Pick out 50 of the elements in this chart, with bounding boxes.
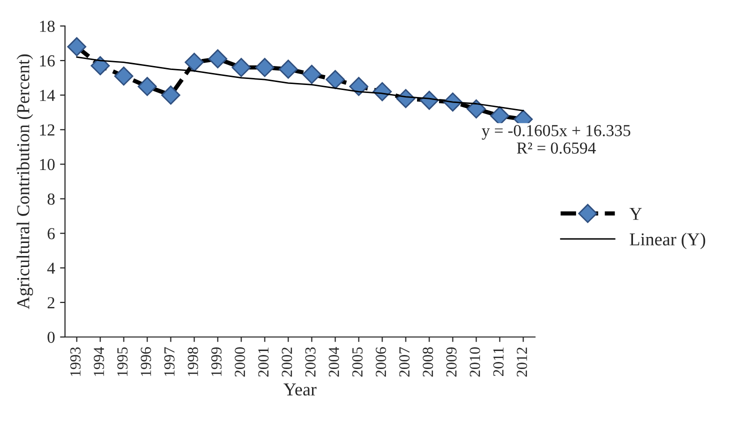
- x-tick-label: 1994: [94, 346, 104, 376]
- y-tick-label: 8: [48, 193, 55, 205]
- point: [184, 52, 204, 72]
- x-tick-label: 2000: [234, 347, 246, 377]
- x-tick-label: 1996: [140, 347, 152, 376]
- y-tick-label: 18: [40, 20, 55, 32]
- x-tick-label: 2011: [493, 348, 504, 376]
- point: [138, 76, 157, 96]
- point: [490, 106, 510, 126]
- x-tick-label: 1999: [211, 347, 222, 376]
- y-tick-label: 16: [40, 55, 55, 66]
- x-tick-label: 2002: [282, 348, 292, 377]
- annotation: y = -0.1605x + 16.335 R² = 0.6594: [482, 124, 630, 154]
- legend-label: Y: [629, 208, 642, 220]
- y-tick-label: 4: [47, 262, 56, 274]
- x-tick-label: 1998: [188, 347, 198, 376]
- point: [278, 60, 298, 79]
- y-tick-label: 10: [40, 158, 55, 170]
- x-tick-label: 2009: [446, 347, 457, 377]
- legend-label: Linear (Y): [630, 232, 706, 250]
- point: [208, 49, 228, 68]
- y-tick-label: 6: [48, 228, 55, 240]
- x-tick-label: 2007: [399, 347, 410, 377]
- x-tick-label: 2005: [352, 347, 363, 377]
- point: [349, 76, 368, 96]
- x-tick-label: 2003: [305, 347, 316, 377]
- point: [114, 66, 134, 86]
- y-tick-label: 0: [48, 332, 55, 343]
- point: [302, 64, 322, 84]
- x-tick-label: 1995: [117, 347, 128, 376]
- point: [232, 58, 251, 77]
- x-tick-label: 2001: [258, 348, 269, 377]
- x-tick-label: 1993: [70, 347, 81, 376]
- x-tick-label: 2012: [516, 348, 528, 377]
- x-tick-label: 2008: [422, 347, 434, 377]
- y-tick-label: 14: [40, 90, 56, 101]
- x-tick-label: 2006: [376, 347, 386, 377]
- x-tick-label: 2004: [328, 346, 340, 377]
- x-tick-label: 2010: [470, 347, 480, 377]
- y-axis-title: Agricultural Contribution (Percent): [16, 54, 34, 310]
- point: [67, 37, 86, 56]
- y-tick-label: 12: [40, 124, 54, 136]
- point: [161, 86, 180, 105]
- y-tick-label: 2: [48, 297, 54, 308]
- point: [326, 70, 345, 90]
- x-axis-title: Year: [284, 384, 316, 396]
- x-tick-label: 1997: [164, 347, 175, 376]
- point: [466, 99, 486, 118]
- point: [255, 58, 274, 77]
- point: [90, 56, 110, 76]
